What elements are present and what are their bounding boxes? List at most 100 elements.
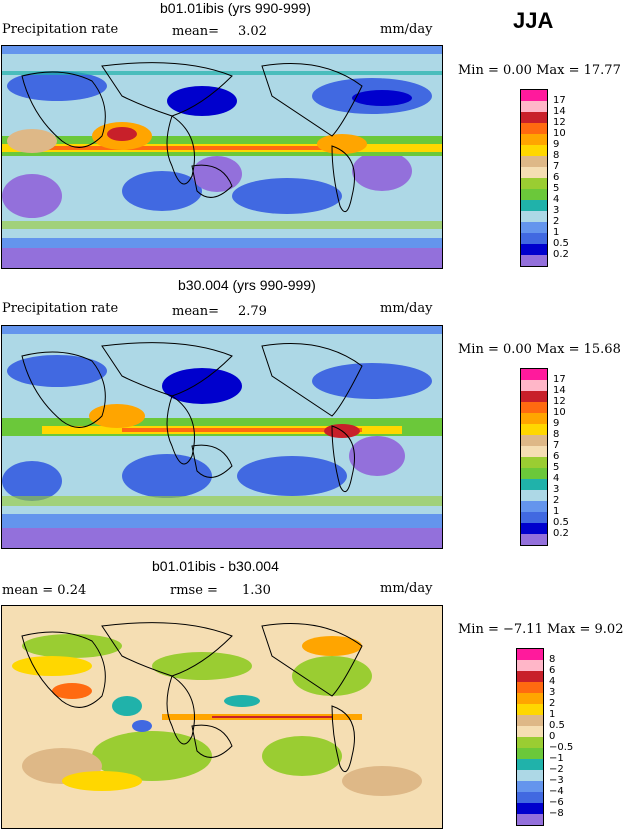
mean-label: mean= [172,304,220,319]
colorbar-swatch [517,770,543,781]
colorbar-swatch [517,682,543,693]
colorbar-swatch [517,748,543,759]
units-label: mm/day [380,22,433,37]
season-label: JJA [513,8,554,33]
colorbar-swatch [521,112,547,123]
colorbar-swatch [521,446,547,457]
colorbar-tick-label: 2 [553,495,560,506]
colorbar-tick-label: 8 [553,150,560,161]
difference-map [1,605,443,829]
colorbar-tick-label: 17 [553,374,566,385]
rmse-label: rmse = [170,583,218,598]
mean-value: 2.79 [238,304,267,319]
mean-value: 3.02 [238,24,267,39]
colorbar-swatch [521,490,547,501]
colorbar-swatch [521,189,547,200]
colorbar-tick-label: 6 [549,665,556,676]
units-label: mm/day [380,301,433,316]
colorbar-tick-label: 5 [553,183,560,194]
diff-mean-label: mean = 0.24 [2,583,87,598]
colorbar-swatch [521,178,547,189]
colorbar-tick-label: 4 [553,473,560,484]
colorbar-swatch [521,90,547,101]
colorbar-tick-label: 3 [553,205,560,216]
colorbar-swatch [521,134,547,145]
precip-map-1 [1,45,443,269]
colorbar-tick-label: 6 [553,451,560,462]
colorbar-swatch [521,244,547,255]
colorbar-swatch [517,726,543,737]
colorbar-swatch [521,391,547,402]
colorbar-swatch [521,222,547,233]
colorbar-swatch [521,457,547,468]
colorbar-tick-label: −4 [549,786,564,797]
colorbar-tick-label: −3 [549,775,564,786]
colorbar-swatch [517,803,543,814]
colorbar-swatches [516,648,544,826]
colorbar-swatch [521,156,547,167]
colorbar-tick-label: 4 [553,194,560,205]
colorbar-tick-label: 17 [553,95,566,106]
colorbar-swatch [521,101,547,112]
colorbar-swatch [521,145,547,156]
colorbar-tick-label: −1 [549,753,564,764]
colorbar-swatch [517,671,543,682]
colorbar-tick-label: 10 [553,128,566,139]
colorbar-swatch [521,468,547,479]
colorbar-tick-label: 8 [553,429,560,440]
colorbar-swatch [517,649,543,660]
colorbar-swatch [517,660,543,671]
colorbar-tick-label: 12 [553,396,566,407]
colorbar-swatch [517,792,543,803]
colorbar-tick-label: −6 [549,797,564,808]
precip-map-2 [1,325,443,549]
colorbar-tick-label: 10 [553,407,566,418]
colorbar-swatch [517,814,543,825]
colorbar-tick-label: 14 [553,385,566,396]
colorbar-tick-label: 9 [553,418,560,429]
variable-label: Precipitation rate [2,22,119,37]
colorbar-tick-label: 9 [553,139,560,150]
colorbar-tick-label: 0.5 [549,720,565,731]
variable-label: Precipitation rate [2,301,119,316]
colorbar-tick-label: 2 [549,698,556,709]
colorbar-swatch [517,759,543,770]
colorbar-swatch [521,200,547,211]
colorbar-swatch [521,479,547,490]
panel-title: b30.004 (yrs 990-999) [178,277,316,293]
colorbar-tick-label: 2 [553,216,560,227]
colorbar-tick-label: −2 [549,764,564,775]
colorbar-swatch [521,380,547,391]
colorbar-swatch [521,123,547,134]
units-label: mm/day [380,581,433,596]
colorbar-tick-label: 0.2 [553,249,569,260]
colorbar-swatch [521,424,547,435]
colorbar-swatches [520,368,548,546]
min-max-readout: Min = −7.11 Max = 9.02 [458,622,624,637]
colorbar-tick-label: 0.5 [553,238,569,249]
colorbar-swatch [521,413,547,424]
colorbar-swatch [521,167,547,178]
colorbar-tick-label: 0.2 [553,528,569,539]
colorbar-tick-label: −8 [549,808,564,819]
colorbar-swatch [521,435,547,446]
colorbar-tick-label: 5 [553,462,560,473]
colorbar-tick-label: 1 [549,709,556,720]
colorbar-swatch [517,781,543,792]
colorbar-tick-label: 1 [553,227,560,238]
colorbar-swatch [521,211,547,222]
panel-title: b01.01ibis (yrs 990-999) [160,0,311,16]
colorbar-tick-label: 4 [549,676,556,687]
mean-label: mean= [172,24,220,39]
colorbar-tick-label: 0 [549,731,556,742]
colorbar-swatch [521,369,547,380]
min-max-readout: Min = 0.00 Max = 17.77 [458,63,621,78]
colorbar-tick-label: 12 [553,117,566,128]
colorbar-swatch [517,715,543,726]
rmse-value: 1.30 [242,583,271,598]
colorbar-swatch [517,704,543,715]
colorbar-tick-label: 3 [553,484,560,495]
colorbar-swatch [517,737,543,748]
colorbar-tick-label: 0.5 [553,517,569,528]
colorbar-swatch [521,255,547,266]
